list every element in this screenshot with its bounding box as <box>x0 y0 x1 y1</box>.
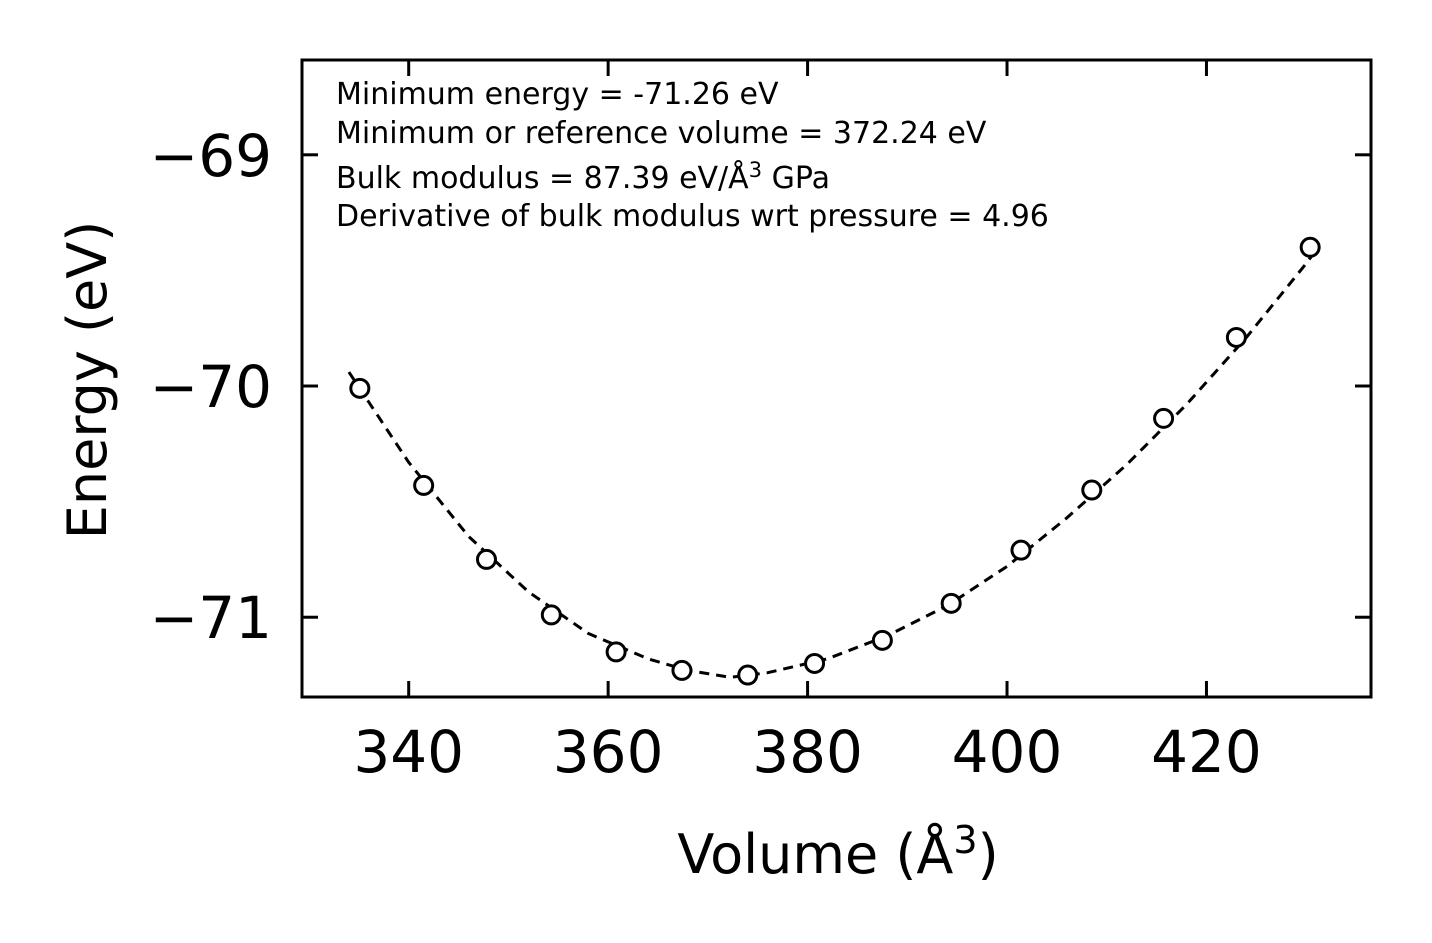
annotation-min-volume: Minimum or reference volume = 372.24 eV <box>336 116 987 151</box>
annotation-bulk-modulus-main: Bulk modulus = 87.39 eV/Å <box>336 160 749 196</box>
x-tick-label: 420 <box>1151 718 1262 786</box>
data-point <box>349 377 371 399</box>
x-axis-label-main: Volume (Å <box>677 822 953 886</box>
data-point <box>475 548 497 570</box>
annotation-bulk-modulus: Bulk modulus = 87.39 eV/Å3 GPa <box>336 158 830 196</box>
y-tick-label: −69 <box>150 122 272 190</box>
data-point <box>804 652 826 674</box>
annotation-bulk-modulus-end: GPa <box>762 161 830 196</box>
data-point <box>737 664 759 686</box>
data-point <box>413 474 435 496</box>
y-axis-label: Energy (eV) <box>56 221 119 540</box>
y-axis-ticks: −69 −70 −71 <box>150 122 1371 652</box>
data-point <box>540 604 562 626</box>
annotation-bulk-modulus-derivative: Derivative of bulk modulus wrt pressure … <box>336 199 1049 234</box>
x-axis-label-sup: 3 <box>953 818 977 862</box>
y-tick-label: −70 <box>150 353 272 421</box>
annotation-min-energy: Minimum energy = -71.26 eV <box>336 77 779 112</box>
data-point <box>1010 539 1032 561</box>
x-tick-label: 380 <box>752 718 863 786</box>
x-tick-label: 360 <box>553 718 664 786</box>
x-tick-label: 340 <box>353 718 464 786</box>
annotation-bulk-modulus-sup: 3 <box>749 158 762 182</box>
data-points <box>349 236 1321 686</box>
data-point <box>1081 479 1103 501</box>
data-point <box>1299 236 1321 258</box>
x-axis-ticks: 340 360 380 400 420 <box>353 60 1262 786</box>
data-point <box>1225 326 1247 348</box>
data-point <box>605 641 627 663</box>
data-point <box>1153 407 1175 429</box>
x-axis-label: Volume (Å3) <box>677 818 998 886</box>
x-tick-label: 400 <box>952 718 1063 786</box>
data-point <box>940 592 962 614</box>
data-point <box>671 659 693 681</box>
y-tick-label: −71 <box>150 584 272 652</box>
x-axis-label-end: ) <box>978 823 999 886</box>
data-point <box>871 629 893 651</box>
plot-area-frame <box>300 58 1373 699</box>
